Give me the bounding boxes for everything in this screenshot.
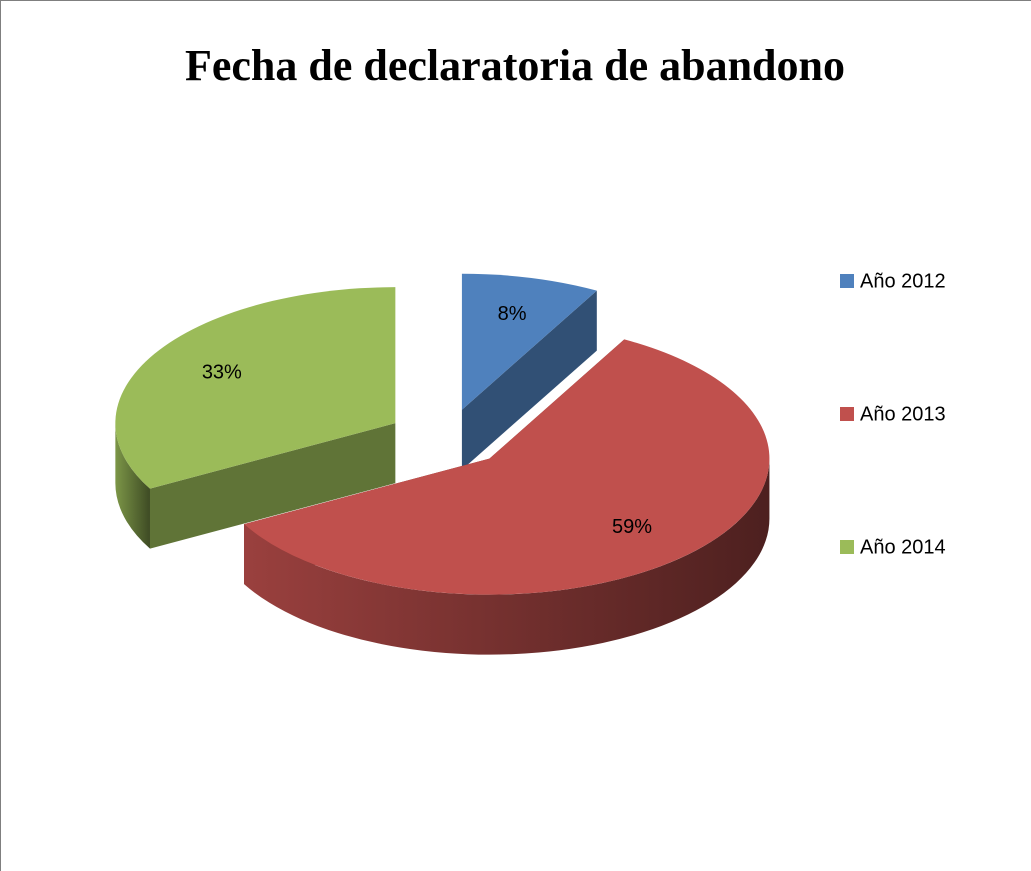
- legend-label: Año 2013: [860, 403, 946, 425]
- legend-swatch: [840, 540, 854, 554]
- legend-label: Año 2014: [860, 536, 946, 558]
- slice-top: [244, 339, 770, 595]
- legend-label: Año 2012: [860, 270, 946, 292]
- slice-top: [461, 273, 597, 410]
- pie-slice: [244, 339, 770, 655]
- legend-swatch: [840, 407, 854, 421]
- slice-side: [244, 458, 770, 655]
- data-label: 8%: [498, 303, 527, 325]
- slice-wall: [461, 290, 597, 470]
- slice-wall: [149, 423, 396, 549]
- chart-title: Fecha de declaratoria de abandono: [185, 41, 845, 90]
- pie-slice: [115, 287, 396, 549]
- slice-top: [115, 287, 396, 489]
- slice-side: [115, 423, 150, 549]
- pie-slice: [461, 273, 597, 470]
- data-label: 59%: [612, 516, 652, 538]
- legend-swatch: [840, 274, 854, 288]
- data-label: 33%: [202, 362, 242, 384]
